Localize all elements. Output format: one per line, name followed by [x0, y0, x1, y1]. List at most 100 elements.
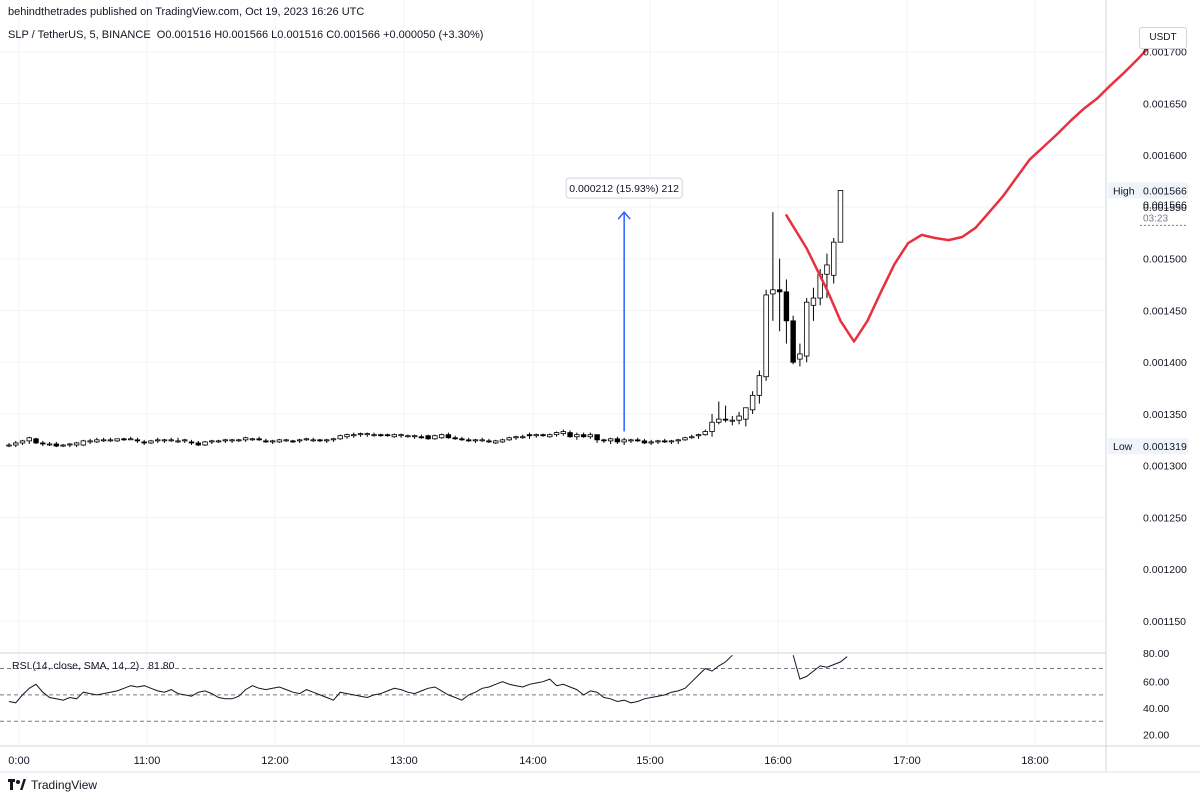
price-tick-label: 0.001250 — [1143, 512, 1187, 524]
badge-label: High — [1113, 185, 1135, 197]
candle-body — [675, 439, 681, 442]
candle-body — [493, 440, 499, 444]
symbol-name: SLP / TetherUS, 5, BINANCE — [8, 29, 151, 41]
candle-body — [155, 439, 161, 442]
candle-body — [662, 440, 668, 443]
candle-body — [459, 438, 465, 441]
badge-label-bg — [1108, 438, 1140, 455]
candle-body — [344, 434, 350, 438]
candle-body — [634, 439, 641, 442]
candle-body — [73, 442, 80, 446]
candle-body — [46, 443, 53, 446]
rsi-tick-label: 60.00 — [1143, 677, 1169, 689]
time-tick-label: 14:00 — [519, 755, 547, 767]
badge-value-bg — [1140, 438, 1188, 455]
candle-body — [67, 443, 73, 446]
candle-body — [668, 440, 675, 443]
candle-body — [87, 440, 93, 443]
candle-body — [472, 439, 479, 442]
candle-body — [560, 431, 567, 435]
candle-body — [317, 439, 323, 442]
candle-body — [682, 437, 688, 441]
rsi-label-text: RSI (14, close, SMA, 14, 2) — [12, 660, 139, 672]
candle-body — [540, 434, 546, 437]
price-tick-label: 0.001200 — [1143, 564, 1187, 576]
candle-body — [371, 434, 377, 437]
candle-body — [621, 439, 627, 443]
candle-body — [641, 440, 648, 444]
candle-body — [134, 439, 141, 442]
candle-body — [432, 435, 438, 440]
candle-body — [824, 264, 830, 275]
candle-body — [391, 434, 398, 438]
candle-body — [195, 442, 201, 446]
candle-body — [161, 439, 168, 442]
candle-body — [445, 434, 452, 439]
candle-body — [831, 241, 837, 276]
candle-body — [790, 320, 796, 363]
candle-body — [689, 436, 695, 439]
price-tick-label: 0.001450 — [1143, 305, 1187, 317]
candle-body — [242, 437, 249, 441]
candle-body — [702, 431, 708, 436]
candle-body — [411, 435, 418, 438]
candle-body — [337, 435, 343, 440]
candle-body — [256, 438, 262, 441]
price-axis[interactable]: 0.001700 0.001650 0.001600 0.001550 0.001500… — [1143, 47, 1187, 628]
price-tick-label: 0.001500 — [1143, 254, 1187, 266]
measure-label-box — [565, 177, 683, 199]
candle-body — [26, 437, 32, 442]
time-tick-label: 16:00 — [764, 755, 792, 767]
candle-body — [60, 444, 66, 447]
candle-body — [33, 438, 39, 444]
tradingview-logo-icon — [8, 779, 26, 790]
rsi-pane: 60.00 40.00 20.00 80.00 RSI (14, close, SMA… — [0, 648, 1169, 741]
candle-body — [506, 437, 512, 441]
candle-body — [53, 443, 60, 447]
candle-body — [736, 415, 742, 421]
candle-body — [587, 434, 594, 438]
rsi-bands — [0, 668, 1106, 722]
candle-body — [709, 421, 715, 432]
time-axis[interactable]: 0:00 11:00 12:00 13:00 14:00 15:00 16:00 17:00 1… — [8, 755, 1048, 767]
candle-body — [837, 190, 844, 243]
candle-body — [729, 419, 736, 422]
candle-body — [520, 436, 526, 439]
time-tick-label: 15:00 — [636, 755, 664, 767]
candle-body — [13, 442, 19, 446]
candle-body — [127, 438, 134, 441]
rsi-line — [8, 654, 848, 704]
measure-tool[interactable]: 0.000212 (15.93%) 212 — [565, 177, 683, 432]
brand-name: TradingView — [31, 778, 98, 792]
candle-body — [405, 435, 411, 438]
candle-body — [121, 438, 127, 441]
price-tick-label: 0.001400 — [1143, 357, 1187, 369]
candle-body — [499, 439, 506, 443]
time-tick-label: 17:00 — [893, 755, 921, 767]
candle-body — [310, 439, 316, 442]
footer-brand[interactable]: TradingView — [8, 778, 97, 792]
grid-lines — [0, 0, 1106, 746]
candle-body — [438, 434, 445, 439]
candle-body — [425, 435, 431, 440]
candle-body — [141, 441, 147, 444]
candle-body — [601, 439, 607, 442]
badge-label-bg — [1108, 182, 1140, 199]
candle-body — [330, 438, 337, 441]
currency-button[interactable]: USDT — [1139, 27, 1187, 49]
candle-body — [94, 439, 100, 443]
candle-body — [763, 294, 769, 378]
time-tick-label: 18:00 — [1021, 755, 1049, 767]
last-price-value: 0.001566 — [1143, 199, 1187, 211]
candle-body — [324, 439, 330, 442]
candle-body — [783, 291, 790, 322]
rsi-axis: 60.00 40.00 20.00 80.00 — [1143, 648, 1169, 741]
candle-body — [749, 394, 756, 411]
candle-body — [168, 439, 174, 442]
candle-body — [770, 289, 776, 295]
candle-body — [188, 441, 195, 444]
time-tick-label: 11:00 — [134, 755, 161, 767]
candle-body — [384, 434, 391, 437]
publish-info: behindthetrades published on TradingView… — [8, 6, 365, 18]
